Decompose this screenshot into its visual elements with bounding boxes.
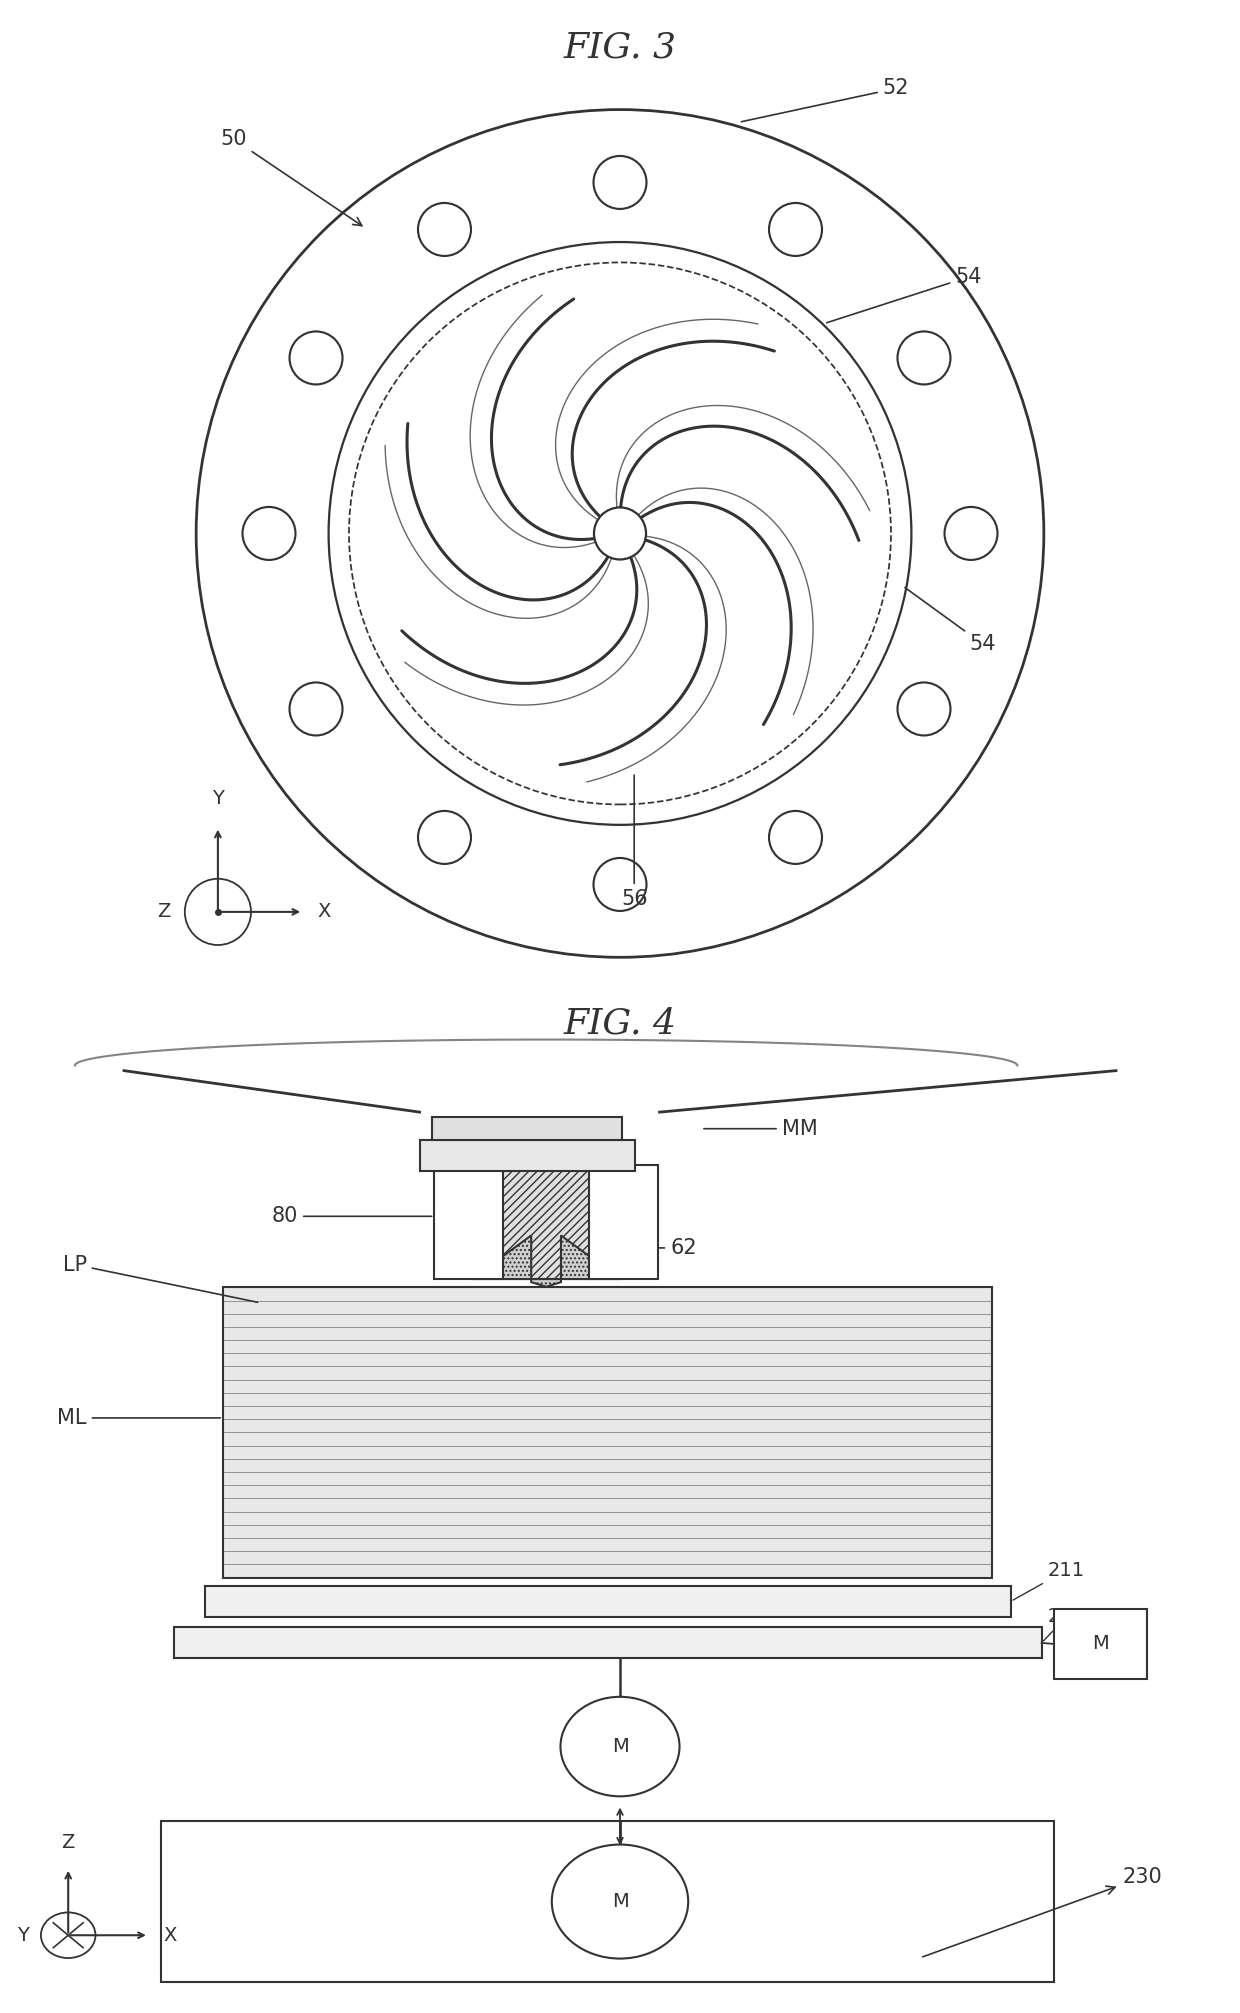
Text: X: X <box>317 902 331 922</box>
Circle shape <box>552 1844 688 1959</box>
Bar <box>589 1166 657 1278</box>
Circle shape <box>594 507 646 560</box>
Text: X: X <box>164 1926 177 1945</box>
Text: MM: MM <box>704 1119 817 1139</box>
Bar <box>471 1129 620 1278</box>
Text: Y: Y <box>212 789 224 807</box>
Bar <box>419 1139 635 1172</box>
Text: FIG. 3: FIG. 3 <box>563 30 677 64</box>
Bar <box>174 1627 1042 1659</box>
Text: 54: 54 <box>905 588 996 654</box>
Text: M: M <box>611 1892 629 1910</box>
Bar <box>434 1166 502 1278</box>
Text: M: M <box>1092 1635 1109 1653</box>
Text: 52: 52 <box>742 79 909 121</box>
Text: FIG. 4: FIG. 4 <box>563 1006 677 1041</box>
Text: Z: Z <box>62 1834 74 1852</box>
Text: 230: 230 <box>923 1868 1162 1957</box>
Text: 62: 62 <box>574 1238 697 1258</box>
Text: 50: 50 <box>221 129 362 225</box>
Text: 211: 211 <box>1013 1560 1085 1600</box>
Text: 80: 80 <box>272 1206 432 1226</box>
Bar <box>1054 1608 1147 1679</box>
Text: Y: Y <box>16 1926 29 1945</box>
Text: LP: LP <box>63 1254 258 1302</box>
Text: 210: 210 <box>1044 1608 1085 1641</box>
Text: ML: ML <box>57 1407 221 1427</box>
Text: M: M <box>611 1737 629 1755</box>
Bar <box>432 1117 622 1139</box>
Bar <box>205 1586 1011 1616</box>
Bar <box>223 1288 992 1578</box>
Text: 56: 56 <box>621 775 647 910</box>
Polygon shape <box>471 1236 620 1286</box>
Text: 54: 54 <box>827 268 982 322</box>
Bar <box>161 1822 1054 1983</box>
Circle shape <box>560 1697 680 1796</box>
Text: Z: Z <box>157 902 171 922</box>
